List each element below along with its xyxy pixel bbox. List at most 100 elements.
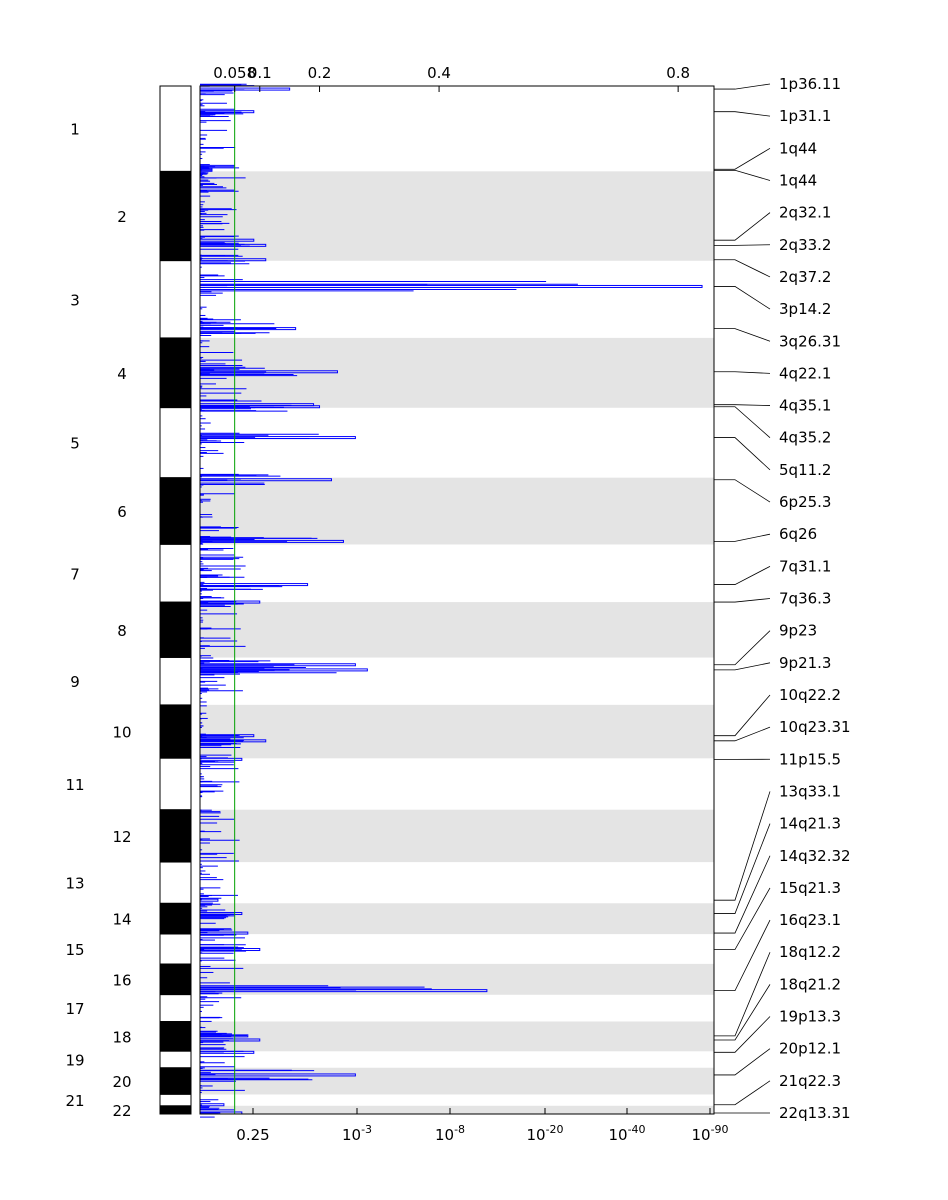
chromosome-label: 17 — [65, 1000, 84, 1018]
peak-leader-line — [714, 1016, 771, 1053]
peak-leader-line — [714, 984, 771, 1041]
chromosome-label: 12 — [112, 828, 131, 846]
peak-label: 1q44 — [779, 171, 817, 189]
ideogram-frame — [159, 85, 192, 1115]
peak-leader-line — [714, 694, 771, 737]
peak-leader-line — [714, 83, 771, 90]
chromosome-band — [159, 1067, 192, 1095]
chromosome-band — [159, 1105, 192, 1115]
chromosome-band — [159, 85, 192, 172]
chromosome-label: 4 — [117, 365, 127, 383]
chromosome-label: 5 — [70, 435, 80, 453]
peak-label: 16q23.1 — [779, 911, 841, 929]
peak-bar — [199, 757, 243, 761]
peak-leader-line — [714, 533, 771, 542]
bottom-tick-label: 10-20 — [526, 1123, 563, 1144]
chromosome-label: 1 — [70, 121, 80, 139]
peak-label: 6q26 — [779, 525, 817, 543]
peak-bar — [199, 284, 703, 288]
chromosome-band — [159, 1021, 192, 1052]
chromosome-band — [159, 337, 192, 409]
peak-leader-line — [714, 1080, 771, 1106]
chromosome-label: 14 — [112, 911, 131, 929]
peak-leader-line — [714, 823, 771, 914]
chromosome-label: 6 — [117, 503, 127, 521]
peak-label: 22q13.31 — [779, 1104, 851, 1122]
peak-bar — [199, 898, 219, 902]
chromosome-label: 13 — [65, 875, 84, 893]
peak-leader-line — [714, 919, 771, 992]
peak-label: 4q35.2 — [779, 429, 831, 447]
chromosome-label: 2 — [117, 208, 127, 226]
chromosome-shade — [200, 602, 714, 658]
peak-leader-line — [714, 726, 771, 742]
chromosome-band — [159, 260, 192, 339]
chromosome-band — [159, 809, 192, 863]
peak-label: 20p12.1 — [779, 1040, 841, 1058]
plot-frame — [199, 85, 715, 1115]
chromosome-label: 18 — [112, 1028, 131, 1046]
chromosome-band — [159, 601, 192, 658]
peak-leader-line — [714, 328, 771, 342]
chromosome-band — [159, 757, 192, 811]
chromosome-label: 8 — [117, 622, 127, 640]
peak-label: 6p25.3 — [779, 493, 831, 511]
peak-label: 3q26.31 — [779, 332, 841, 350]
chromosome-label: 3 — [70, 291, 80, 309]
chromosome-band — [159, 933, 192, 965]
peak-label: 15q21.3 — [779, 879, 841, 897]
peak-label: 4q35.1 — [779, 397, 831, 415]
peak-leader-line — [714, 111, 771, 117]
peak-label: 19p13.3 — [779, 1008, 841, 1026]
peak-bar — [199, 1103, 225, 1107]
bottom-tick-label: 10-3 — [342, 1123, 372, 1144]
peak-leader-line — [714, 169, 771, 181]
top-tick-label: 0.8 — [666, 64, 690, 82]
chromosome-band — [159, 704, 192, 759]
chromosome-shade — [200, 171, 714, 261]
chromosome-band — [159, 170, 192, 262]
chromosome-band — [159, 544, 192, 603]
chromosome-band — [159, 1094, 192, 1107]
peak-label: 10q22.2 — [779, 686, 841, 704]
chromosome-label: 22 — [112, 1102, 131, 1120]
peak-label: 1p36.11 — [779, 75, 841, 93]
chromosome-band — [159, 407, 192, 479]
peak-leader-line — [714, 147, 771, 170]
chromosome-label: 7 — [70, 565, 80, 583]
chromosome-label: 11 — [65, 776, 84, 794]
peak-leader-line — [714, 371, 771, 374]
peak-label: 4q22.1 — [779, 364, 831, 382]
peak-label: 5q11.2 — [779, 461, 831, 479]
peak-leader-line — [714, 1048, 771, 1076]
peak-label: 2q37.2 — [779, 268, 831, 286]
peak-leader-line — [714, 630, 771, 666]
bottom-tick-label: 0.25 — [236, 1126, 269, 1144]
chromosome-band — [159, 657, 192, 706]
peak-leader-line — [714, 855, 771, 934]
peak-leader-line — [714, 887, 771, 950]
top-tick-label: 0.1 — [248, 64, 272, 82]
peak-leader-line — [714, 479, 771, 503]
peak-label: 11p15.5 — [779, 750, 841, 768]
peak-leader-line — [714, 791, 771, 901]
chromosome-band — [159, 477, 192, 545]
chromosome-shade — [200, 903, 714, 935]
chromosome-band — [159, 861, 192, 904]
peak-labels: 1p36.11 1p31.1 1q44 1q44 2q32.1 2q33.2 2q37.2 3… — [714, 75, 851, 1122]
top-tick-label: 0.058 — [213, 64, 256, 82]
peak-label: 2q32.1 — [779, 204, 831, 222]
peak-label: 10q23.31 — [779, 718, 851, 736]
peak-leader-line — [714, 598, 771, 603]
peak-label: 2q33.2 — [779, 236, 831, 254]
chromosome-shade — [200, 704, 714, 759]
chromosome-label: 10 — [112, 724, 131, 742]
peak-label: 18q21.2 — [779, 975, 841, 993]
chromosome-band — [159, 963, 192, 996]
bottom-tick-label: 10-90 — [691, 1123, 728, 1144]
chromosome-shade — [200, 1021, 714, 1052]
chromosome-label: 16 — [112, 971, 131, 989]
chromosome-label: 21 — [65, 1092, 84, 1110]
chromosome-band — [159, 902, 192, 935]
